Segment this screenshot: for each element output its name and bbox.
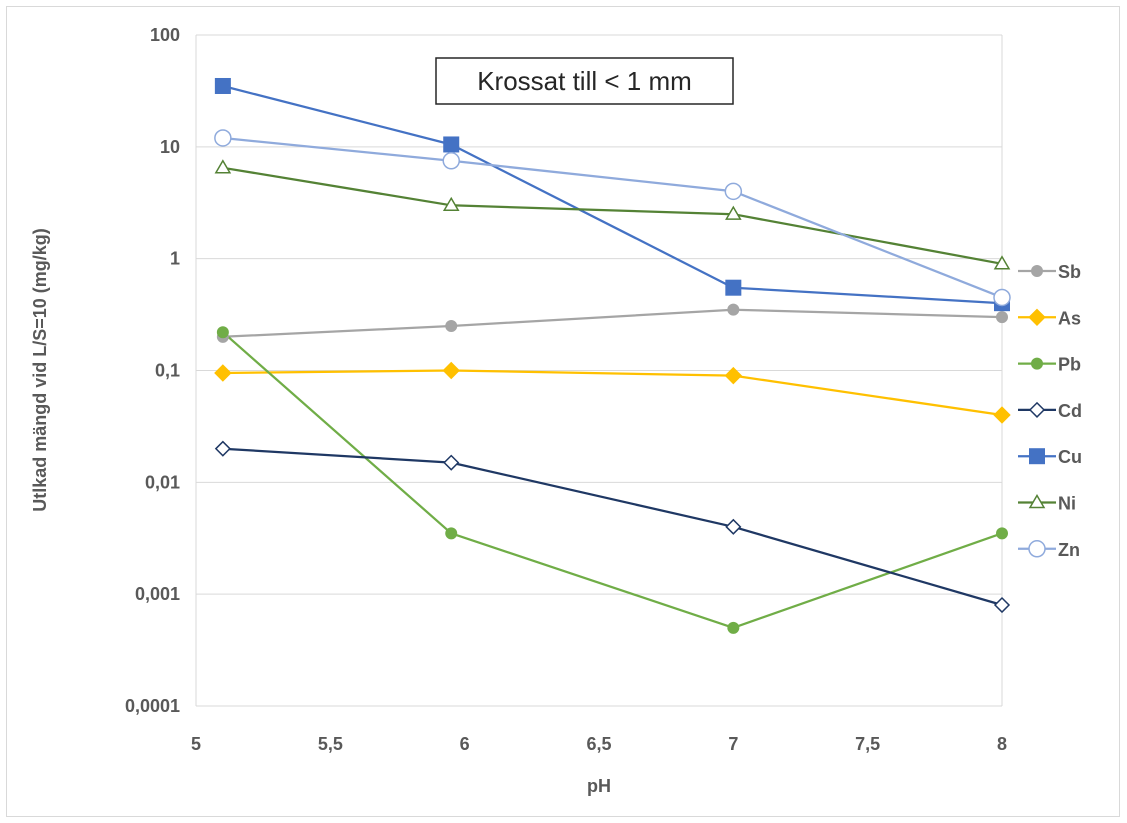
x-axis-tick-labels: 5 5,5 6 6,5 7 7,5 8 [191, 734, 1007, 754]
legend-swatch-marker [1031, 265, 1043, 277]
data-point-cd [993, 596, 1011, 614]
legend: Sb As Pb Cd Cu Ni Zn [1018, 262, 1082, 560]
data-point-pb [216, 326, 229, 339]
series-line-as [222, 369, 1003, 417]
annotation-text: Krossat till < 1 mm [477, 66, 692, 96]
legend-item-ni: Ni [1018, 494, 1076, 514]
data-point-zn [993, 288, 1011, 307]
series-line-zn [222, 136, 1003, 299]
data-point-cd [214, 440, 231, 457]
x-axis-title: pH [587, 776, 611, 796]
data-point-pb [996, 527, 1008, 540]
legend-item-cd: Cd [1018, 401, 1082, 421]
series-line-pb [222, 331, 1003, 629]
series-line-ni [222, 166, 1003, 265]
annotation-frame [435, 57, 734, 105]
series-markers [214, 77, 1011, 634]
data-point-pb [727, 621, 740, 634]
data-point-sb [727, 303, 740, 316]
legend-label: Pb [1058, 355, 1081, 375]
legend-label: Sb [1058, 262, 1081, 282]
data-point-as [724, 366, 743, 385]
x-tick-label: 7 [728, 734, 738, 754]
data-point-as [993, 406, 1011, 424]
legend-swatch-marker [1028, 494, 1046, 509]
legend-item-zn: Zn [1018, 540, 1080, 560]
data-point-pb [445, 527, 458, 540]
legend-label: As [1058, 308, 1081, 328]
x-tick-label: 5 [191, 734, 201, 754]
data-point-sb [445, 319, 458, 332]
series-lines [222, 84, 1003, 629]
legend-label: Cu [1058, 447, 1082, 467]
data-point-ni [993, 255, 1011, 270]
series-line-cd [222, 447, 1003, 607]
data-point-ni [725, 205, 742, 220]
data-point-as [214, 364, 232, 382]
data-point-zn [724, 182, 743, 201]
legend-swatch-marker [1028, 540, 1046, 558]
data-point-sb [996, 311, 1008, 324]
data-point-zn [214, 129, 232, 147]
x-tick-label: 7,5 [855, 734, 880, 754]
legend-swatch-marker [1029, 448, 1045, 465]
y-tick-label: 0,1 [155, 361, 180, 381]
series-line-sb [222, 308, 1003, 338]
legend-label: Cd [1058, 401, 1082, 421]
data-point-as [442, 361, 460, 380]
annotation-box: Krossat till < 1 mm [435, 57, 734, 105]
y-axis-title: Utlkad mängd vid L/S=10 (mg/kg) [30, 228, 50, 512]
y-tick-label: 0,0001 [125, 696, 180, 716]
legend-swatch-marker [1028, 401, 1046, 418]
legend-label: Ni [1058, 494, 1076, 514]
legend-item-as: As [1018, 308, 1081, 328]
data-point-ni [442, 196, 460, 212]
legend-item-cu: Cu [1018, 447, 1082, 467]
series-line-cu [222, 84, 1003, 305]
data-point-cd [725, 518, 742, 535]
legend-swatch-marker [1028, 308, 1046, 327]
legend-label: Zn [1058, 540, 1080, 560]
data-point-cu [443, 136, 460, 153]
legend-item-sb: Sb [1018, 262, 1081, 282]
data-point-zn [442, 152, 460, 170]
plot-area [195, 35, 1003, 706]
y-tick-label: 0,01 [145, 472, 180, 492]
x-tick-label: 5,5 [318, 734, 343, 754]
x-tick-label: 6 [460, 734, 470, 754]
legend-item-pb: Pb [1018, 355, 1081, 375]
x-tick-label: 6,5 [586, 734, 611, 754]
data-point-cu [214, 77, 231, 94]
data-point-ni [214, 159, 232, 174]
y-tick-label: 100 [150, 25, 180, 45]
y-tick-label: 10 [160, 137, 180, 157]
grid-lines [196, 34, 1002, 707]
x-tick-label: 8 [997, 734, 1007, 754]
data-point-cu [725, 279, 742, 296]
y-tick-label: 0,001 [135, 584, 180, 604]
y-axis-tick-labels: 100 10 1 0,1 0,01 0,001 0,0001 [125, 25, 180, 716]
y-tick-label: 1 [170, 249, 180, 269]
legend-swatch-marker [1031, 357, 1043, 370]
data-point-cd [443, 454, 460, 471]
chart-frame [6, 6, 1120, 817]
